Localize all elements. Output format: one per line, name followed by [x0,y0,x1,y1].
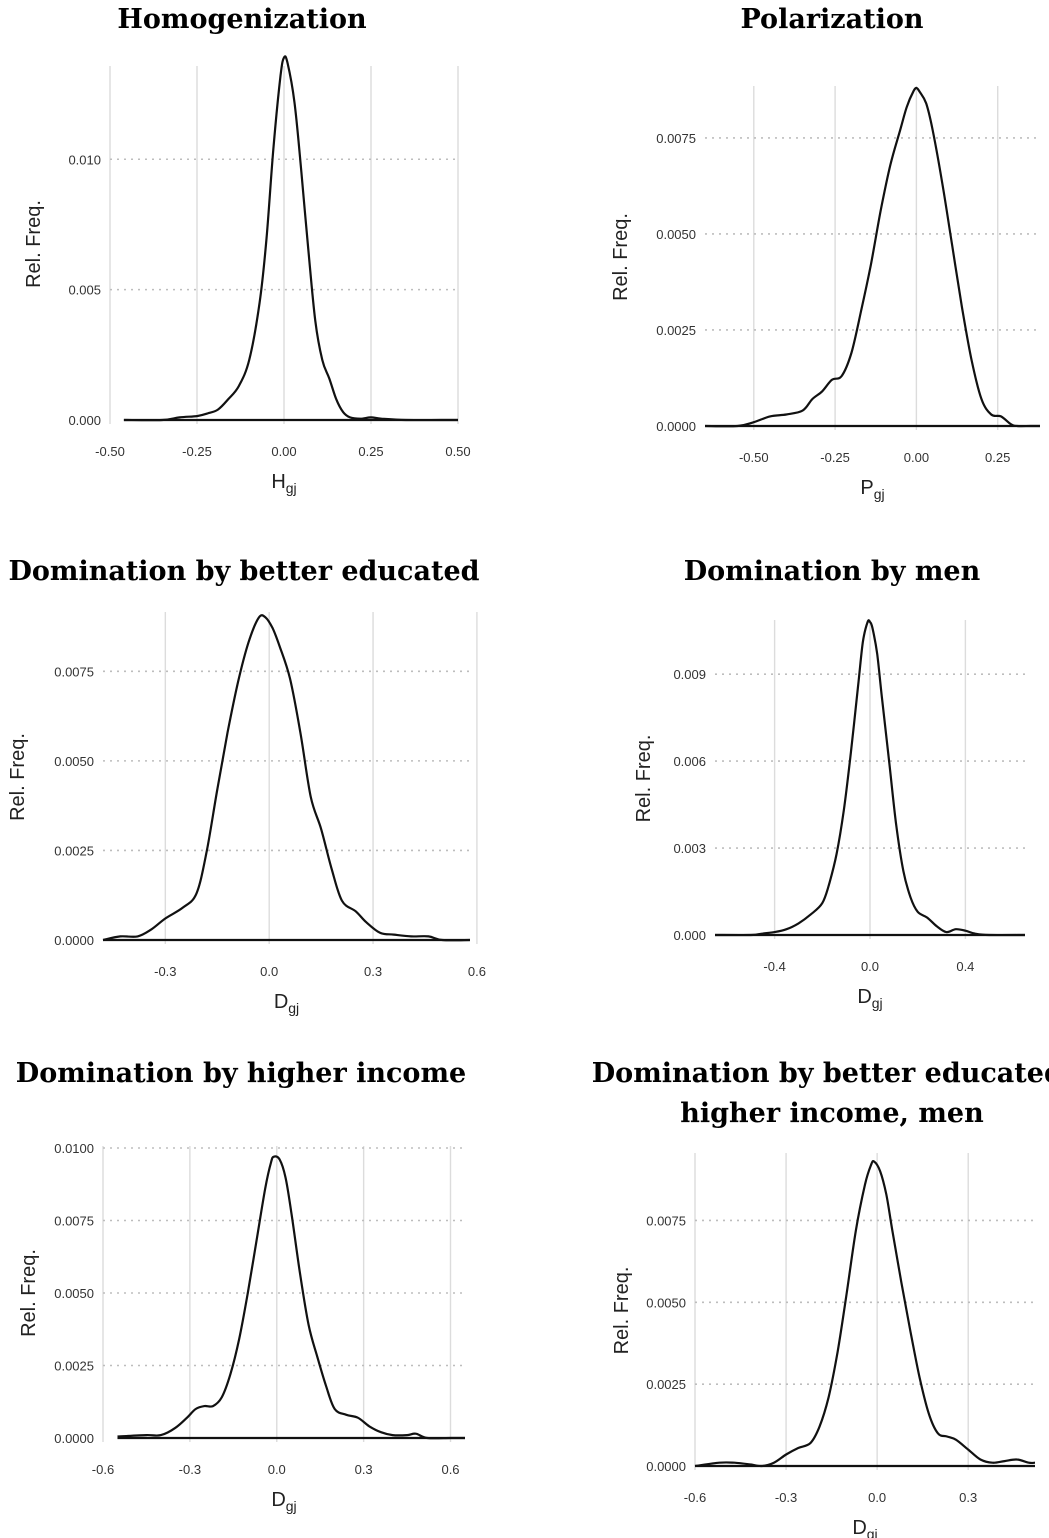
density-curve [117,1155,465,1440]
y-axis-label: Rel. Freq. [633,735,655,823]
density-curve [123,55,458,422]
x-tick-label: 0.0 [868,1490,886,1505]
x-axis-label: Dgj [274,991,299,1016]
x-tick-label: 0.25 [358,444,383,459]
panel-title: Domination by men [684,556,981,587]
y-axis-label: Rel. Freq. [7,733,29,821]
x-tick-label: 0.00 [904,450,929,465]
panel-domination-higher-income: -0.6 -0.3 0.0 0.3 0.6 0.0000 0.0025 0.0050 0.007… [16,1058,466,1514]
density-curve [102,614,471,942]
y-tick-label: 0.0050 [656,227,696,242]
panel-domination-combined: -0.6 -0.3 0.0 0.3 0.0000 0.0025 0.0050 0.0075 Dg… [592,1058,1049,1538]
x-axis-label: Dgj [271,1489,296,1514]
density-curve [694,1159,1036,1468]
y-tick-label: 0.0025 [646,1377,686,1392]
x-tick-label: 0.0 [268,1462,286,1477]
y-axis-label: Rel. Freq. [23,200,45,288]
y-axis-label: Rel. Freq. [611,1267,633,1355]
y-tick-label: 0.0075 [54,1214,94,1229]
y-tick-label: 0.0075 [646,1213,686,1228]
y-tick-label: 0.009 [673,667,706,682]
y-tick-label: 0.0025 [656,323,696,338]
x-tick-label: -0.6 [92,1462,114,1477]
y-tick-label: 0.0000 [54,1431,94,1446]
y-tick-label: 0.0075 [656,131,696,146]
y-tick-label: 0.0050 [54,754,94,769]
y-tick-label: 0.0000 [646,1459,686,1474]
y-tick-label: 0.010 [68,152,101,167]
x-tick-label: -0.3 [775,1490,797,1505]
x-axis-label: Dgj [857,986,882,1011]
panel-title: Domination by better educated, [592,1058,1049,1089]
x-tick-label: 0.0 [260,964,278,979]
y-tick-label: 0.0050 [646,1295,686,1310]
y-axis-label: Rel. Freq. [610,213,632,301]
y-tick-label: 0.0025 [54,843,94,858]
density-curve [714,619,1026,937]
y-tick-label: 0.000 [673,928,706,943]
x-tick-label: 0.3 [364,964,382,979]
x-tick-label: 0.6 [468,964,486,979]
panel-polarization: -0.50 -0.25 0.00 0.25 0.0000 0.0025 0.0050 0.00… [610,4,1040,502]
panel-title-line-2: higher income, men [680,1098,984,1129]
x-axis-label: Hgj [271,471,296,496]
panel-title: Polarization [740,4,923,35]
x-tick-label: -0.25 [820,450,850,465]
x-axis-label: Pgj [860,477,884,502]
y-tick-label: 0.0000 [656,419,696,434]
panel-homogenization: -0.50 -0.25 0.00 0.25 0.50 0.000 0.005 0.010 Hgj… [23,4,471,496]
y-axis-label: Rel. Freq. [18,1249,40,1337]
panel-domination-better-educated: -0.3 0.0 0.3 0.6 0.0000 0.0025 0.0050 0.0075 Dgj… [7,556,486,1016]
x-tick-label: 0.50 [445,444,470,459]
x-tick-label: -0.3 [154,964,176,979]
x-tick-label: 0.00 [271,444,296,459]
y-tick-label: 0.005 [68,283,101,298]
x-tick-label: 0.25 [985,450,1010,465]
x-tick-label: -0.3 [179,1462,201,1477]
x-tick-label: 0.3 [959,1490,977,1505]
x-tick-label: -0.50 [95,444,125,459]
panel-domination-men: -0.4 0.0 0.4 0.000 0.003 0.006 0.009 Dgj Rel. Fr… [633,556,1026,1011]
density-curve [704,86,1040,428]
x-tick-label: -0.6 [684,1490,706,1505]
panel-title: Homogenization [117,4,367,35]
y-tick-label: 0.0100 [54,1141,94,1156]
panel-title: Domination by better educated [8,556,479,587]
x-tick-label: 0.4 [956,959,974,974]
x-tick-label: -0.4 [763,959,785,974]
y-tick-label: 0.006 [673,754,706,769]
y-tick-label: 0.000 [68,413,101,428]
x-tick-label: 0.6 [441,1462,459,1477]
x-tick-label: -0.25 [182,444,212,459]
y-tick-label: 0.003 [673,841,706,856]
x-tick-label: -0.50 [739,450,769,465]
x-tick-label: 0.3 [355,1462,373,1477]
x-axis-label: Dgj [852,1517,877,1538]
y-tick-label: 0.0000 [54,933,94,948]
y-tick-label: 0.0025 [54,1359,94,1374]
panel-title: Domination by higher income [16,1058,466,1089]
y-tick-label: 0.0050 [54,1286,94,1301]
y-tick-label: 0.0075 [54,664,94,679]
x-tick-label: 0.0 [861,959,879,974]
